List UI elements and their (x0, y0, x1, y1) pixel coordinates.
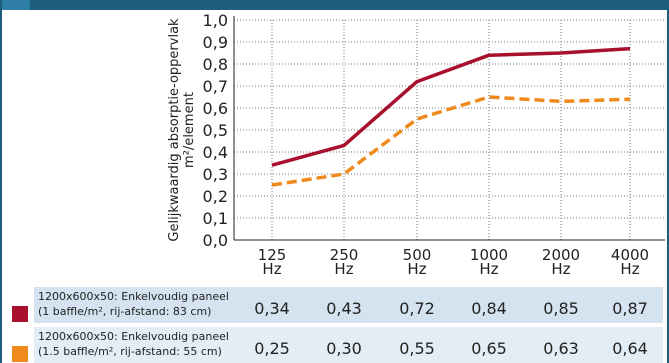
y-tick-labels: 0,0 0,1 0,2 0,3 0,4 0,5 0,6 0,7 0,8 0,9 1,0 (203, 11, 228, 250)
row-background (34, 327, 663, 363)
legend-label-line: (1 baffle/m², rij-afstand: 83 cm) (38, 305, 212, 318)
legend-label-line: (1.5 baffle/m², rij-afstand: 55 cm) (38, 345, 222, 358)
legend-label-line: 1200x600x50: Enkelvoudig paneel (38, 290, 229, 303)
x-tick-label: 2000 (542, 246, 580, 264)
x-tick-unit: Hz (262, 260, 281, 278)
series-line-2 (271, 95, 631, 187)
x-tick-unit: Hz (620, 260, 639, 278)
y-tick-label: 1,0 (203, 11, 228, 30)
table-row: 1200x600x50: Enkelvoudig paneel (1.5 baf… (0, 327, 669, 363)
y-axis-label-line: m²/element (182, 92, 197, 168)
legend-label-line: 1200x600x50: Enkelvoudig paneel (38, 330, 229, 343)
legend-label: 1200x600x50: Enkelvoudig paneel (1 baffl… (38, 289, 238, 319)
x-tick-unit: Hz (479, 260, 498, 278)
chart-area: 0,00,10,20,30,40,50,60,70,80,91,0 125Hz2… (167, 11, 665, 278)
value-cell: 0,30 (326, 339, 362, 358)
table-row: 1200x600x50: Enkelvoudig paneel (1 baffl… (0, 287, 669, 323)
y-tick-label: 0,0 (203, 231, 228, 250)
y-tick-label: 0,7 (203, 77, 228, 96)
y-tick-label: 0,2 (203, 187, 228, 206)
x-tick-label: 4000 (611, 246, 649, 264)
value-cell: 0,55 (399, 339, 435, 358)
series (271, 46, 631, 187)
y-tick-label: 0,9 (203, 33, 228, 52)
grid (234, 19, 665, 240)
header-tab (2, 0, 30, 10)
legend-swatch-series-1 (12, 306, 28, 322)
y-tick-label: 0,5 (203, 121, 228, 140)
value-cell: 0,25 (254, 339, 290, 358)
value-cell: 0,87 (612, 299, 648, 318)
x-tick-unit: Hz (334, 260, 353, 278)
x-tick-label: 500 (403, 246, 432, 264)
value-cell: 0,65 (471, 339, 507, 358)
x-tick-unit: Hz (551, 260, 570, 278)
legend-swatch-series-2 (12, 346, 28, 362)
row-background (34, 287, 663, 323)
legend-label: 1200x600x50: Enkelvoudig paneel (1.5 baf… (38, 329, 238, 359)
value-cell: 0,63 (543, 339, 579, 358)
x-tick-unit: Hz (407, 260, 426, 278)
value-cell: 0,84 (471, 299, 507, 318)
value-cell: 0,43 (326, 299, 362, 318)
x-tick-label: 250 (330, 246, 359, 264)
value-cell: 0,64 (612, 339, 648, 358)
y-axis-label-line: Gelijkwaardig absorptie-oppervlak (167, 18, 182, 242)
axes (233, 16, 665, 241)
y-axis-label: Gelijkwaardig absorptie-oppervlak m²/elem… (167, 18, 197, 242)
y-axis-label-group: Gelijkwaardig absorptie-oppervlak m²/elem… (167, 18, 197, 242)
y-tick-label: 0,1 (203, 209, 228, 228)
header-bar (0, 0, 669, 10)
value-cell: 0,85 (543, 299, 579, 318)
y-tick-label: 0,3 (203, 165, 228, 184)
x-tick-label: 1000 (470, 246, 508, 264)
y-tick-label: 0,8 (203, 55, 228, 74)
x-tick-label: 125 (258, 246, 287, 264)
y-tick-label: 0,6 (203, 99, 228, 118)
y-tick-label: 0,4 (203, 143, 228, 162)
series-line-1 (271, 46, 631, 167)
value-cell: 0,72 (399, 299, 435, 318)
value-cell: 0,34 (254, 299, 290, 318)
